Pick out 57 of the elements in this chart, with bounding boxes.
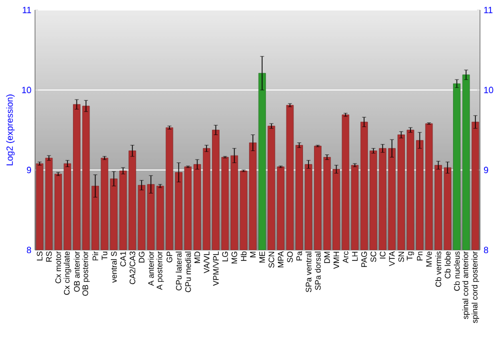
x-tick-label: VPM/VPL [212,251,219,286]
x-tick-label: SPa ventral [306,252,312,292]
x-tick-label: Cx motor [55,251,62,284]
y-tick-label: 10 [22,86,32,94]
x-tick-label: Cx cingulate [64,252,72,295]
x-tick-label: spinal cord anterior [462,251,470,319]
x-tick-label: CA2/CA3 [129,252,136,284]
x-tick-label: SCN [268,252,274,268]
x-tick-label: A posterior [156,251,164,290]
x-tick-label: OB anterior [74,251,80,292]
x-tick-label: SPa dorsal [314,252,321,290]
x-tick-label: Cb nucleus [454,251,460,291]
x-tick-label: M [250,252,256,258]
x-tick-label: LG [222,252,228,262]
x-tick-label: LS [36,252,42,260]
x-tick-label: Cb lobe [444,252,450,278]
x-tick-label: LH [352,252,358,261]
y2-tick-label: 8 [484,246,488,254]
x-tick-label: Cb vermis [435,251,442,287]
y-tick-label: 9 [26,166,32,174]
y2-tick-label: 10 [484,86,494,94]
x-tick-label: Hb [240,252,247,261]
x-tick-label: SN [398,252,404,262]
x-tick-label: A anterior [148,251,154,286]
x-tick-label: MD [194,252,200,263]
y2-tick-label: 11 [484,6,492,14]
x-tick-label: VMH [334,252,340,269]
x-tick-label: CPu lateral [176,252,182,290]
x-tick-label: SC [370,251,376,262]
x-tick-label: MPA [278,251,284,268]
y-tick-label: 8 [26,246,32,254]
x-tick-label: VA/VL [204,251,210,274]
x-tick-label: Arc [342,251,348,264]
x-tick-label: MG [232,252,238,264]
y-tick-label: 11 [22,6,32,14]
x-tick-label: spinal cord posterior [472,251,480,323]
x-tick-label: PAG [361,252,367,267]
x-tick-label: CA1 [120,252,126,266]
x-tick-label: Pa [296,251,302,260]
x-tick-label: VTA [389,251,395,266]
y2-tick-label: 9 [484,166,488,174]
x-tick-label: RS [46,252,52,262]
x-tick-label: GP [166,252,172,262]
x-tick-label: Tu [102,252,108,260]
x-tick-label: MVe [426,252,432,267]
x-tick-label: Pir [92,251,98,260]
x-tick-label: IC [380,251,386,258]
x-tick-label: DG [138,252,144,263]
y-axis-title: Log2 (expression) [6,94,15,166]
x-tick-label: ventral S [110,252,117,283]
x-tick-label: Tg [406,252,414,260]
x-tick-label: ME [259,252,265,263]
x-tick-label: DM [324,252,330,263]
x-tick-label: CPu medial [185,252,191,292]
x-tick-label: OB posterior [82,251,90,296]
x-tick-label: Pn [416,252,422,260]
x-tick-label: SO [287,252,293,262]
